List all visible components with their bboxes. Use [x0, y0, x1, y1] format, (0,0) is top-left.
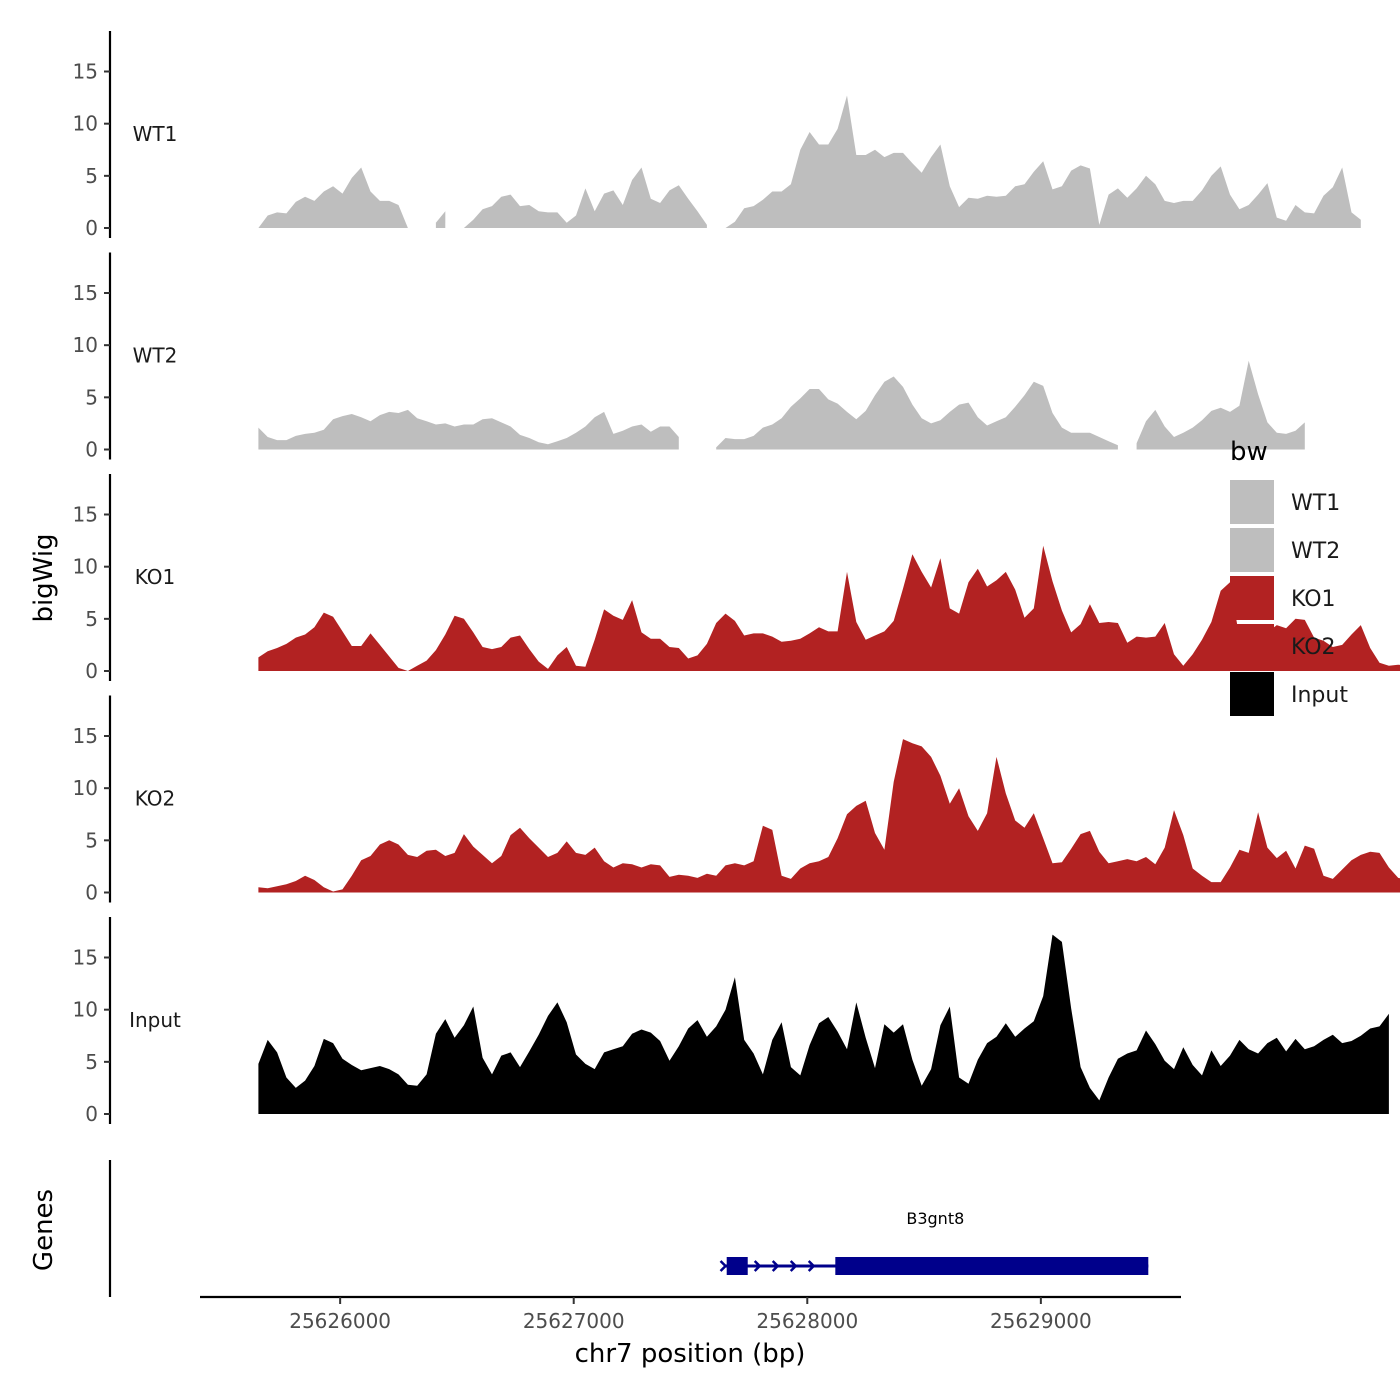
y-tick-label: 0 — [85, 659, 98, 683]
x-tick-label: 25626000 — [289, 1309, 391, 1333]
legend: bw WT1 WT2 KO1 KO2 Input — [1230, 437, 1348, 716]
legend-key-wt1 — [1230, 480, 1274, 524]
y-tick-label: 15 — [73, 946, 98, 970]
y-tick-label: 5 — [85, 385, 98, 409]
strand-arrow — [719, 1260, 728, 1272]
x-tick-label: 25629000 — [990, 1309, 1092, 1333]
coverage-panels: 0 5 10 15 WT1 0 5 10 15 WT2 0 5 10 15 KO1 0 5 10 15 KO2 0 5 10… — [73, 31, 1400, 1126]
legend-key-ko1 — [1230, 576, 1274, 620]
y-tick-label: 10 — [73, 333, 98, 357]
y-tick-label: 10 — [73, 998, 98, 1022]
y-tick-label: 0 — [85, 438, 98, 462]
legend-key-input — [1230, 672, 1274, 716]
legend-label-ko1: KO1 — [1291, 587, 1336, 612]
y-tick-label: 15 — [73, 724, 98, 748]
y-tick-label: 15 — [73, 281, 98, 305]
track-label-ko2: KO2 — [135, 787, 176, 811]
gene-name-label: B3gnt8 — [906, 1209, 964, 1228]
coverage-area-ko1 — [258, 545, 1400, 671]
x-axis: 25626000 25627000 25628000 25629000 — [200, 1295, 1181, 1333]
coverage-area-wt2 — [258, 409, 679, 450]
y-tick-label: 5 — [85, 607, 98, 631]
y-tick-label: 5 — [85, 828, 98, 852]
strand-arrow — [753, 1260, 762, 1272]
y-tick-label: 0 — [85, 1102, 98, 1126]
gene-exon — [835, 1257, 1149, 1275]
x-tick-label: 25627000 — [523, 1309, 625, 1333]
coverage-area-wt1 — [463, 167, 707, 228]
y-tick-label: 15 — [73, 60, 98, 84]
coverage-area-wt1 — [435, 211, 446, 228]
panel-wt2: 0 5 10 15 WT2 — [73, 252, 1305, 462]
y-tick-label: 5 — [85, 1050, 98, 1074]
coverage-area-ko2 — [258, 739, 1400, 893]
gene-track-title: Genes — [29, 1189, 59, 1271]
legend-label-wt1: WT1 — [1291, 491, 1340, 516]
legend-key-ko2 — [1230, 624, 1274, 668]
coverage-area-wt1 — [258, 167, 408, 228]
legend-label-ko2: KO2 — [1291, 635, 1336, 660]
y-tick-label: 10 — [73, 555, 98, 579]
panel-ko2: 0 5 10 15 KO2 — [73, 695, 1400, 905]
y-tick-label: 0 — [85, 881, 98, 905]
y-tick-label: 5 — [85, 164, 98, 188]
legend-title: bw — [1230, 437, 1268, 467]
x-tick-label: 25628000 — [756, 1309, 858, 1333]
y-axis-title: bigWig — [29, 533, 59, 622]
x-axis-title: chr7 position (bp) — [575, 1339, 806, 1369]
track-label-wt2: WT2 — [133, 344, 178, 368]
panel-wt1: 0 5 10 15 WT1 — [73, 31, 1361, 240]
legend-key-wt2 — [1230, 528, 1274, 572]
gene-track-panel: B3gnt8 — [108, 1160, 1149, 1297]
track-label-input: Input — [129, 1008, 181, 1032]
gene-exon — [726, 1257, 748, 1275]
strand-arrow — [771, 1260, 780, 1272]
panel-input: 0 5 10 15 Input — [73, 917, 1389, 1126]
coverage-area-wt1 — [725, 95, 1361, 228]
y-tick-label: 10 — [73, 776, 98, 800]
y-tick-label: 10 — [73, 112, 98, 136]
track-label-ko1: KO1 — [135, 565, 176, 589]
legend-label-input: Input — [1291, 683, 1348, 708]
y-tick-label: 15 — [73, 503, 98, 527]
coverage-area-wt2 — [716, 376, 1118, 450]
coverage-area-wt2 — [1136, 360, 1305, 450]
strand-arrow — [789, 1260, 798, 1272]
coverage-area-input — [258, 934, 1389, 1114]
y-tick-label: 0 — [85, 216, 98, 240]
strand-arrow — [807, 1260, 816, 1272]
legend-label-wt2: WT2 — [1291, 539, 1340, 564]
track-label-wt1: WT1 — [133, 122, 178, 146]
panel-ko1: 0 5 10 15 KO1 — [73, 474, 1400, 683]
